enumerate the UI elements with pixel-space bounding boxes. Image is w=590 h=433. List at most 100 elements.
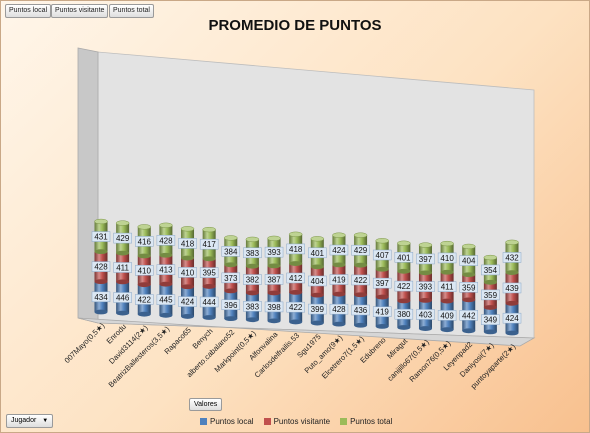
data-label-bg: [91, 231, 111, 242]
data-label: 383: [246, 302, 260, 311]
data-label-bg: [178, 296, 197, 307]
data-label-bg: [243, 274, 262, 285]
data-label-bg: [221, 246, 241, 257]
data-label-bg: [264, 274, 284, 285]
bar-base-cap: [116, 310, 130, 316]
data-label-bg: [286, 243, 305, 255]
bar-base-cap: [224, 316, 238, 322]
data-label-bg: [156, 294, 176, 305]
bar-top-cap: [418, 242, 433, 248]
data-label: 401: [397, 253, 411, 262]
data-label: 413: [159, 266, 173, 275]
bar-base-cap: [505, 330, 519, 336]
data-label: 359: [484, 291, 498, 300]
data-label-bg: [459, 282, 478, 293]
bar-base-cap: [137, 311, 151, 317]
bar-top-cap: [397, 240, 411, 246]
data-label: 409: [440, 311, 454, 320]
field-button-visitante[interactable]: Puntos visitante: [51, 4, 109, 18]
data-label-bg: [156, 235, 176, 246]
data-label-bg: [481, 264, 500, 276]
data-label-bg: [178, 238, 197, 249]
data-label: 445: [159, 296, 173, 305]
bar-top-cap: [310, 236, 325, 242]
field-button-local[interactable]: Puntos local: [5, 4, 52, 18]
bar-base-cap: [202, 315, 216, 320]
jugador-label: Jugador: [11, 417, 37, 424]
bar-base-cap: [224, 262, 238, 268]
valores-field-button[interactable]: Valores: [189, 398, 223, 411]
legend-label: Puntos visitante: [273, 416, 331, 426]
bar-base-cap: [440, 298, 454, 304]
legend-swatch: [340, 417, 348, 425]
data-label: 393: [267, 248, 281, 257]
data-label: 432: [505, 253, 519, 262]
data-label-bg: [286, 301, 305, 313]
data-label: 399: [311, 305, 325, 314]
bar-top-cap: [115, 220, 130, 226]
bar-base-cap: [137, 282, 151, 288]
bar-base-cap: [267, 290, 281, 296]
bar-top-cap: [245, 236, 260, 243]
data-label: 404: [311, 277, 325, 286]
bar-base-cap: [224, 288, 238, 294]
data-label: 424: [505, 314, 519, 323]
chart-legend: Puntos local Puntos visitante Puntos total: [200, 415, 392, 427]
bar-base-cap: [332, 262, 346, 268]
data-label: 396: [224, 301, 238, 310]
bar-base-cap: [332, 321, 346, 327]
bar-base-cap: [245, 263, 259, 269]
data-label-bg: [502, 312, 522, 324]
data-label: 439: [505, 284, 519, 293]
data-label-bg: [394, 252, 414, 263]
data-label: 410: [138, 266, 152, 275]
data-label-bg: [264, 246, 284, 258]
bar-top-cap: [94, 218, 108, 225]
floor: [77, 317, 536, 347]
data-label-bg: [437, 252, 457, 264]
data-label-bg: [351, 304, 370, 316]
bar-base-cap: [397, 268, 411, 274]
data-label: 428: [94, 263, 108, 272]
data-label: 398: [267, 303, 281, 312]
data-label: 431: [94, 233, 108, 242]
data-label: 395: [202, 269, 216, 278]
bar-base-cap: [310, 264, 324, 270]
data-label-bg: [416, 253, 435, 265]
chart-title: PROMEDIO DE PUNTOS: [208, 17, 382, 34]
bar-base-cap: [483, 305, 497, 310]
bar-base-cap: [462, 328, 476, 334]
bar-base-cap: [116, 250, 130, 256]
bar-base-cap: [375, 294, 389, 300]
data-label-bg: [199, 267, 219, 278]
legend-item: Puntos local: [200, 417, 254, 426]
bar-top-cap: [267, 235, 281, 242]
data-label: 428: [332, 305, 346, 314]
data-label: 349: [484, 316, 498, 325]
legend-swatch: [200, 417, 207, 425]
jugador-filter-button[interactable]: Jugador ▼: [6, 414, 54, 428]
bar-base-cap: [505, 270, 519, 275]
bar-base-cap: [94, 249, 108, 255]
data-label: 419: [332, 276, 346, 285]
data-label-bg: [156, 264, 176, 275]
data-label: 444: [202, 298, 216, 307]
field-button-total[interactable]: Puntos total: [109, 4, 154, 18]
data-label: 424: [332, 246, 346, 255]
data-label: 383: [246, 249, 260, 258]
data-label-bg: [437, 281, 457, 292]
bar-base-cap: [310, 292, 324, 298]
legend-swatch: [263, 417, 271, 425]
data-label: 442: [462, 311, 476, 320]
legend-label: Puntos local: [210, 416, 254, 426]
data-label: 401: [311, 249, 325, 258]
bar-base-cap: [159, 252, 173, 258]
bar-base-cap: [397, 325, 411, 330]
bar-base-cap: [94, 279, 108, 285]
data-label: 373: [224, 274, 238, 283]
data-label: 436: [354, 306, 368, 315]
data-label-bg: [221, 272, 241, 284]
data-label: 384: [224, 247, 238, 256]
data-label-bg: [481, 314, 500, 325]
bar-top-cap: [224, 235, 238, 241]
